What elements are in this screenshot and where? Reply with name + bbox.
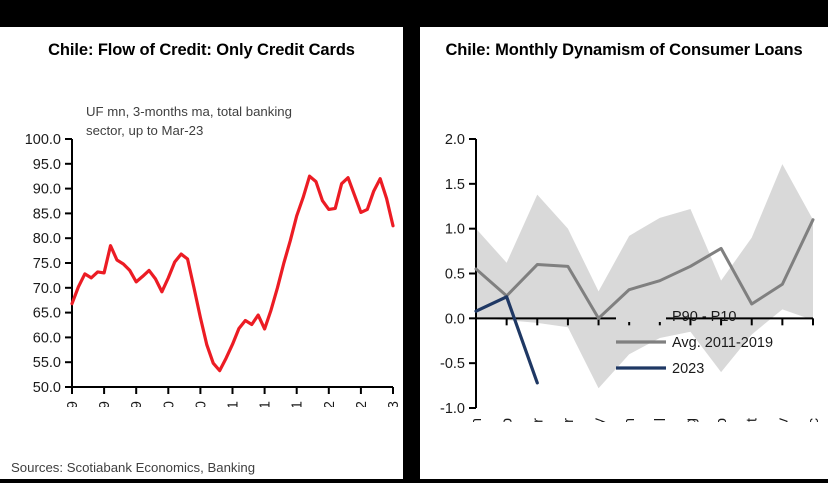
- legend-label: Avg. 2011-2019: [672, 335, 773, 351]
- left-y-tick-label: 85.0: [33, 206, 61, 222]
- left-x-tick-label: Dec-21: [290, 401, 306, 407]
- left-x-tick-label: Apr-20: [161, 401, 177, 407]
- right-series-avg-2011-2019: [474, 217, 815, 320]
- left-x-tick-label: Jul-21: [258, 401, 274, 407]
- left-x-tick-label: Feb-21: [226, 401, 242, 407]
- right-chart-panel: Chile: Monthly Dynamism of Consumer Loan…: [420, 27, 828, 479]
- right-y-tick-label: -1.0: [440, 401, 465, 417]
- left-y-tick-label: 70.0: [33, 281, 61, 297]
- left-y-tick-label: 65.0: [33, 305, 61, 321]
- right-x-tick-label: Dec: [806, 418, 822, 422]
- right-plot-area: -1.0 -0.5 0.0 0.5 1.0 1.5 2.0 Jan Feb Mar Apr May Ju…: [420, 62, 828, 422]
- left-y-tick-label: 100.0: [25, 132, 61, 148]
- left-x-tick-label: Nov-19: [129, 401, 145, 407]
- left-x-tick-label: Mar-23: [386, 401, 402, 407]
- right-x-tick-label: Jun: [622, 418, 638, 422]
- left-y-tick-label: 95.0: [33, 157, 61, 173]
- legend-label: P90 - P10: [672, 309, 737, 325]
- right-y-tick-label: 2.0: [445, 132, 465, 148]
- left-y-tick-label: 60.0: [33, 330, 61, 346]
- left-x-tick-label: Jan-19: [65, 401, 81, 407]
- legend-label: 2023: [672, 361, 704, 377]
- right-x-tick-label: Oct: [745, 418, 761, 422]
- right-x-tick-label: Mar: [530, 418, 546, 422]
- left-x-tick-label: May-22: [322, 401, 338, 407]
- left-y-tick-label: 75.0: [33, 256, 61, 272]
- left-y-tick-label: 90.0: [33, 181, 61, 197]
- right-y-tick-label: 0.0: [445, 311, 465, 327]
- right-chart-svg: -1.0 -0.5 0.0 0.5 1.0 1.5 2.0 Jan Feb Mar Apr May Ju…: [440, 132, 822, 422]
- left-chart-subtitle: UF mn, 3-months ma, total banking sector…: [86, 104, 292, 138]
- left-series-credit-cards: [70, 174, 395, 372]
- left-plot-area: 50.0 55.0 60.0 65.0 70.0 75.0 80.0 85.0 90.0 95.0…: [0, 62, 403, 407]
- right-x-tick-label: Feb: [500, 418, 516, 422]
- right-x-tick-label: Nov: [775, 417, 791, 422]
- right-x-tick-label: Sep: [714, 418, 730, 422]
- left-chart-title: Chile: Flow of Credit: Only Credit Cards: [48, 41, 355, 59]
- right-chart-title: Chile: Monthly Dynamism of Consumer Loan…: [445, 41, 803, 59]
- left-chart-svg: 50.0 55.0 60.0 65.0 70.0 75.0 80.0 85.0 90.0 95.0…: [25, 132, 402, 407]
- right-x-tick-label: Jul: [653, 418, 669, 422]
- left-x-tick-label: Jun-19: [97, 401, 113, 407]
- right-y-tick-label: 0.5: [445, 266, 465, 282]
- right-band-p90-p10: [476, 163, 813, 389]
- left-x-tick-label: Sep-20: [193, 401, 209, 407]
- left-y-tick-label: 80.0: [33, 231, 61, 247]
- left-chart-source: Sources: Scotiabank Economics, Banking S…: [11, 460, 256, 475]
- right-x-tick-label: Aug: [683, 418, 699, 422]
- right-series-2023: [474, 294, 539, 385]
- left-chart-panel: Chile: Flow of Credit: Only Credit Cards…: [0, 27, 403, 479]
- left-y-tick-label: 50.0: [33, 380, 61, 396]
- right-y-tick-label: -0.5: [440, 356, 465, 372]
- right-y-tick-label: 1.0: [445, 221, 465, 237]
- right-x-tick-label: Apr: [561, 418, 577, 422]
- left-x-tick-label: Oct-22: [354, 401, 370, 407]
- right-x-tick-label: May: [592, 417, 608, 422]
- legend-swatch-band: [616, 308, 666, 322]
- right-x-tick-label: Jan: [469, 418, 485, 422]
- right-y-tick-label: 1.5: [445, 177, 465, 193]
- left-y-tick-label: 55.0: [33, 355, 61, 371]
